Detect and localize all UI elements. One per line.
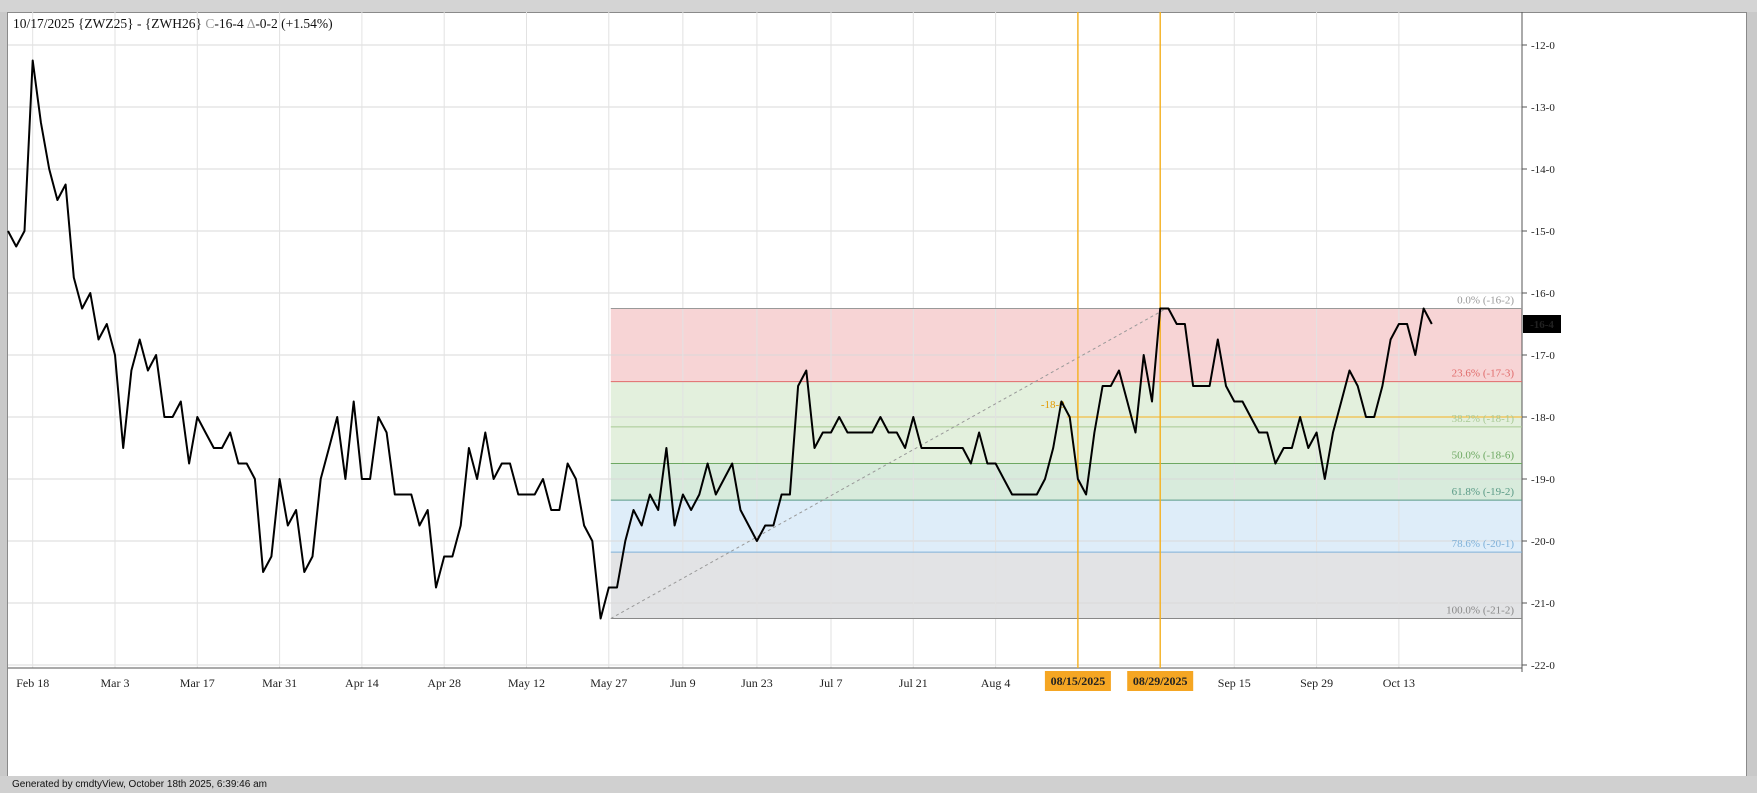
x-tick-label: Sep 29 [1300,676,1333,690]
event-label: 08/29/2025 [1133,674,1188,688]
header-change-value: -0-2 (+1.54%) [255,16,333,31]
fib-level-label: 50.0% (-18-6) [1452,450,1515,462]
x-tick-label: Jun 23 [741,676,773,690]
fib-level-label: 23.6% (-17-3) [1452,368,1515,380]
x-tick-label: Aug 4 [981,676,1011,690]
trend-line [610,308,1167,619]
x-tick-label: Feb 18 [16,676,49,690]
fib-zone [610,426,1522,464]
header-date: 10/17/2025 [13,16,75,31]
x-axis: Feb 18 Mar 3 Mar 17 Mar 31 Apr 14 Apr 28 May 1… [16,671,1415,691]
header-close-prefix: C [205,16,215,31]
price-series [7,59,1433,620]
fib-zone [610,381,1522,427]
y-tick-label: -12-0 [1531,40,1555,52]
y-tick-label: -19-0 [1531,474,1555,486]
y-tick-label: -15-0 [1531,226,1555,238]
event-lines: -18-0 [1041,12,1522,668]
fibonacci-labels: 0.0% (-16-2) 23.6% (-17-3) 38.2% (-18-1) 50… [1446,295,1514,617]
header-change-prefix: ∆ [247,16,256,31]
level-label: -18-0 [1041,399,1065,411]
window-top-strip [0,0,1757,12]
grid-lines [8,12,1523,672]
x-tick-label: Jul 21 [899,676,928,690]
x-tick-label: Mar 3 [100,676,129,690]
header-symbol: {ZWZ25} - {ZWH26} [77,16,203,31]
series-line [7,59,1433,620]
y-tick-label: -22-0 [1531,660,1555,672]
footer-text: Generated by cmdtyView, October 18th 202… [12,779,267,790]
y-axis: -12-0 -13-0 -14-0 -15-0 -16-0 -17-0 -18-0 -19-0… [1522,40,1555,672]
event-label: 08/15/2025 [1051,674,1106,688]
x-tick-label: Sep 15 [1218,676,1251,690]
price-tag-label: -16-4 [1530,319,1554,331]
x-tick-label: Apr 14 [345,676,379,690]
y-tick-label: -17-0 [1531,350,1555,362]
x-tick-label: Jun 9 [670,676,696,690]
x-tick-label: May 27 [590,676,627,690]
fib-level-label: 38.2% (-18-1) [1452,413,1515,425]
x-tick-label: May 12 [508,676,545,690]
y-tick-label: -14-0 [1531,164,1555,176]
fib-level-label: 100.0% (-21-2) [1446,605,1514,617]
x-tick-label: Oct 13 [1383,676,1415,690]
fibonacci-zones [610,308,1522,619]
y-tick-label: -16-0 [1531,288,1555,300]
fib-zone [610,500,1522,553]
fib-zone [610,552,1522,619]
chart-header: 10/17/2025 {ZWZ25} - {ZWH26} C-16-4 ∆-0-… [13,16,333,32]
fibonacci-lines [610,308,1522,619]
y-tick-label: -18-0 [1531,412,1555,424]
fib-trend-line [610,308,1167,619]
x-tick-label: Mar 17 [180,676,215,690]
event-label-box [1127,671,1194,691]
x-tick-label: Jul 7 [819,676,842,690]
fib-zone [610,308,1522,382]
x-tick-label: Mar 31 [262,676,297,690]
x-tick-label: Apr 28 [427,676,461,690]
fib-level-label: 0.0% (-16-2) [1457,295,1514,307]
y-tick-label: -21-0 [1531,598,1555,610]
header-close-value: -16-4 [214,16,244,31]
y-tick-label: -20-0 [1531,536,1555,548]
event-label-box [1044,671,1111,691]
fib-level-label: 61.8% (-19-2) [1452,486,1515,498]
fib-level-label: 78.6% (-20-1) [1452,538,1515,550]
price-tag: -16-4 [1523,315,1561,333]
footer-bar: Generated by cmdtyView, October 18th 202… [0,776,1757,793]
fib-zone [610,463,1522,501]
price-tag-box [1523,315,1561,333]
y-tick-label: -13-0 [1531,102,1555,114]
